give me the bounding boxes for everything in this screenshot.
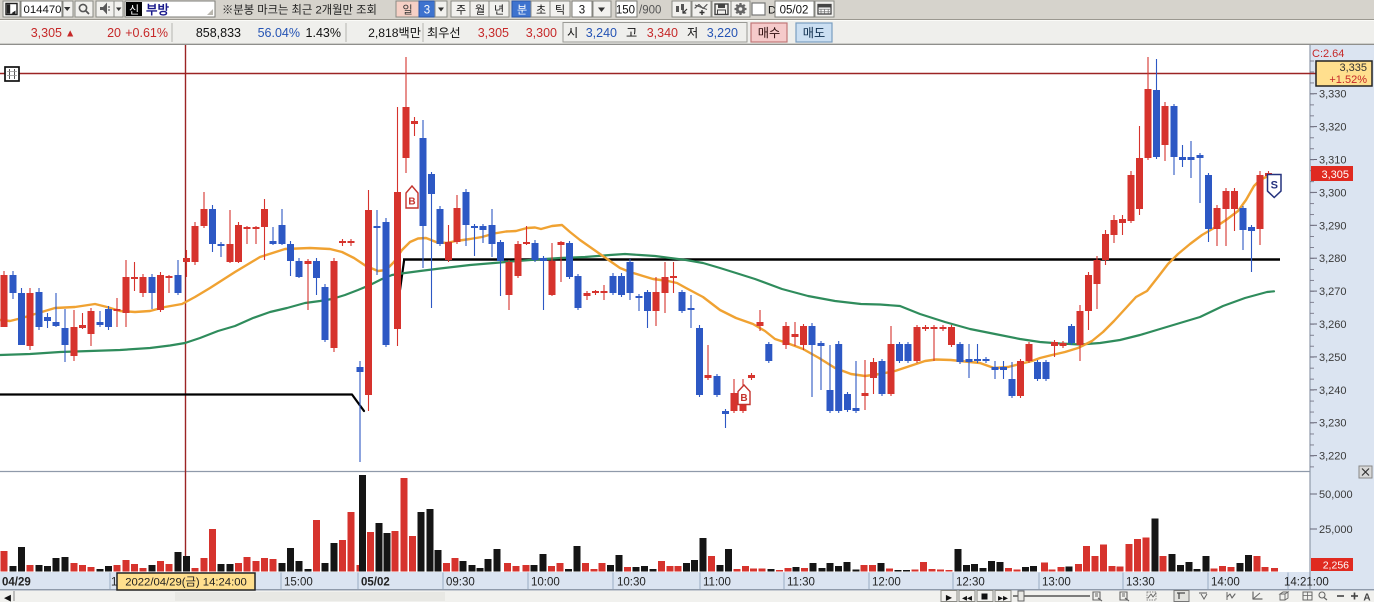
svg-text:14:00: 14:00 xyxy=(1211,577,1240,589)
svg-text:매도: 매도 xyxy=(803,26,825,40)
svg-text:년: 년 xyxy=(494,4,504,17)
svg-text:분: 분 xyxy=(517,5,527,17)
svg-text:1: 1 xyxy=(111,577,117,589)
svg-text:014470: 014470 xyxy=(24,4,62,16)
svg-text:12:00: 12:00 xyxy=(872,577,901,589)
svg-text:+0.61%: +0.61% xyxy=(125,26,168,40)
svg-text:3,340: 3,340 xyxy=(647,26,678,40)
svg-text:▶: ▶ xyxy=(946,593,953,602)
svg-text:C:2.64: C:2.64 xyxy=(1312,48,1344,60)
svg-text:1.43%: 1.43% xyxy=(306,26,341,40)
svg-text:56.04%: 56.04% xyxy=(258,26,300,40)
svg-text:10:30: 10:30 xyxy=(617,577,646,589)
svg-text:09:30: 09:30 xyxy=(446,577,475,589)
svg-text:▲: ▲ xyxy=(65,28,75,40)
svg-text:+1.52%: +1.52% xyxy=(1329,74,1367,86)
svg-text:3,330: 3,330 xyxy=(1319,89,1347,101)
svg-text:3,305: 3,305 xyxy=(1321,169,1349,181)
svg-text:고: 고 xyxy=(626,26,637,40)
svg-text:A: A xyxy=(1363,593,1370,602)
svg-text:S: S xyxy=(1271,180,1278,192)
svg-text:14:21:00: 14:21:00 xyxy=(1284,577,1329,589)
svg-text:저: 저 xyxy=(687,26,698,40)
svg-text:12:30: 12:30 xyxy=(956,577,985,589)
svg-text:3,305: 3,305 xyxy=(478,26,509,40)
svg-text:3,310: 3,310 xyxy=(1319,155,1347,167)
svg-text:2,256: 2,256 xyxy=(1323,560,1349,572)
svg-text:3,290: 3,290 xyxy=(1319,220,1347,232)
svg-text:3,220: 3,220 xyxy=(707,26,738,40)
svg-text:3,300: 3,300 xyxy=(526,26,557,40)
svg-text:매수: 매수 xyxy=(758,26,780,40)
svg-text:25,000: 25,000 xyxy=(1319,524,1353,536)
svg-text:시: 시 xyxy=(567,26,578,40)
svg-text:3,240: 3,240 xyxy=(586,26,617,40)
svg-text:부방: 부방 xyxy=(146,2,170,17)
svg-text:초: 초 xyxy=(536,4,546,17)
svg-text:/900: /900 xyxy=(639,5,661,17)
svg-text:3: 3 xyxy=(579,5,585,17)
svg-text:신: 신 xyxy=(129,4,139,17)
svg-text:◀: ◀ xyxy=(4,593,11,602)
svg-text:주: 주 xyxy=(456,5,466,17)
svg-text:3,280: 3,280 xyxy=(1319,253,1347,265)
svg-text:04/29: 04/29 xyxy=(2,577,31,589)
svg-text:13:30: 13:30 xyxy=(1126,577,1155,589)
svg-text:2,818백만: 2,818백만 xyxy=(368,26,421,40)
svg-text:3,305: 3,305 xyxy=(31,26,62,40)
svg-text:D: D xyxy=(768,5,776,17)
svg-text:일: 일 xyxy=(402,3,412,17)
svg-text:▶▶: ▶▶ xyxy=(998,595,1009,602)
svg-text:※분봉 마크는 최근 2개월만 조회: ※분봉 마크는 최근 2개월만 조회 xyxy=(222,4,377,17)
svg-text:11:30: 11:30 xyxy=(787,577,815,589)
svg-text:3: 3 xyxy=(424,5,430,17)
svg-text:3,230: 3,230 xyxy=(1319,418,1347,430)
svg-text:858,833: 858,833 xyxy=(196,26,241,40)
svg-text:3,240: 3,240 xyxy=(1319,385,1347,397)
svg-text:05/02: 05/02 xyxy=(361,577,390,589)
svg-text:05/02: 05/02 xyxy=(780,5,809,17)
svg-text:◀◀: ◀◀ xyxy=(962,595,973,602)
svg-text:2022/04/29(금) 14:24:00: 2022/04/29(금) 14:24:00 xyxy=(125,577,247,589)
svg-text:3,260: 3,260 xyxy=(1319,319,1347,331)
svg-text:B: B xyxy=(408,197,415,208)
svg-text:3,320: 3,320 xyxy=(1319,122,1347,134)
svg-text:3,270: 3,270 xyxy=(1319,286,1347,298)
svg-text:월: 월 xyxy=(475,4,485,17)
svg-text:틱: 틱 xyxy=(555,4,565,17)
svg-text:3,335: 3,335 xyxy=(1339,62,1367,74)
svg-text:3,250: 3,250 xyxy=(1319,352,1347,364)
svg-text:최우선: 최우선 xyxy=(427,26,461,40)
svg-text:3,300: 3,300 xyxy=(1319,187,1347,199)
svg-text:B: B xyxy=(740,393,747,404)
svg-text:13:00: 13:00 xyxy=(1042,577,1071,589)
svg-text:15:00: 15:00 xyxy=(284,577,313,589)
svg-text:11:00: 11:00 xyxy=(703,577,731,589)
svg-text:10:00: 10:00 xyxy=(531,577,560,589)
svg-text:20: 20 xyxy=(107,26,121,40)
svg-text:150: 150 xyxy=(616,5,635,17)
svg-text:3,220: 3,220 xyxy=(1319,451,1347,463)
svg-text:50,000: 50,000 xyxy=(1319,489,1353,501)
